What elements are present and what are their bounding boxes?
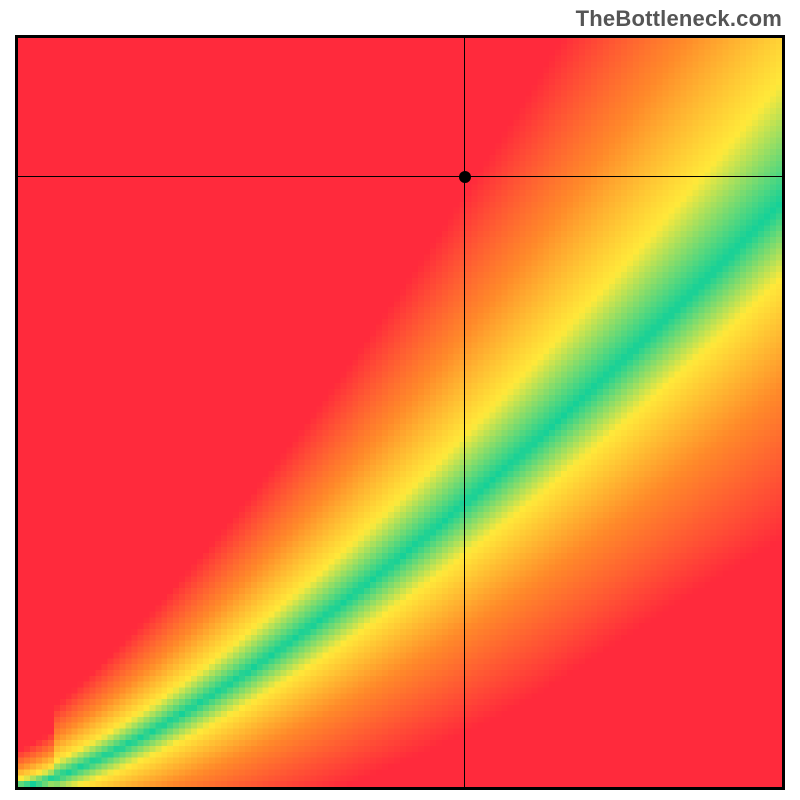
watermark-text: TheBottleneck.com bbox=[576, 6, 782, 32]
chart-container: TheBottleneck.com bbox=[0, 0, 800, 800]
plot-frame bbox=[15, 35, 785, 790]
